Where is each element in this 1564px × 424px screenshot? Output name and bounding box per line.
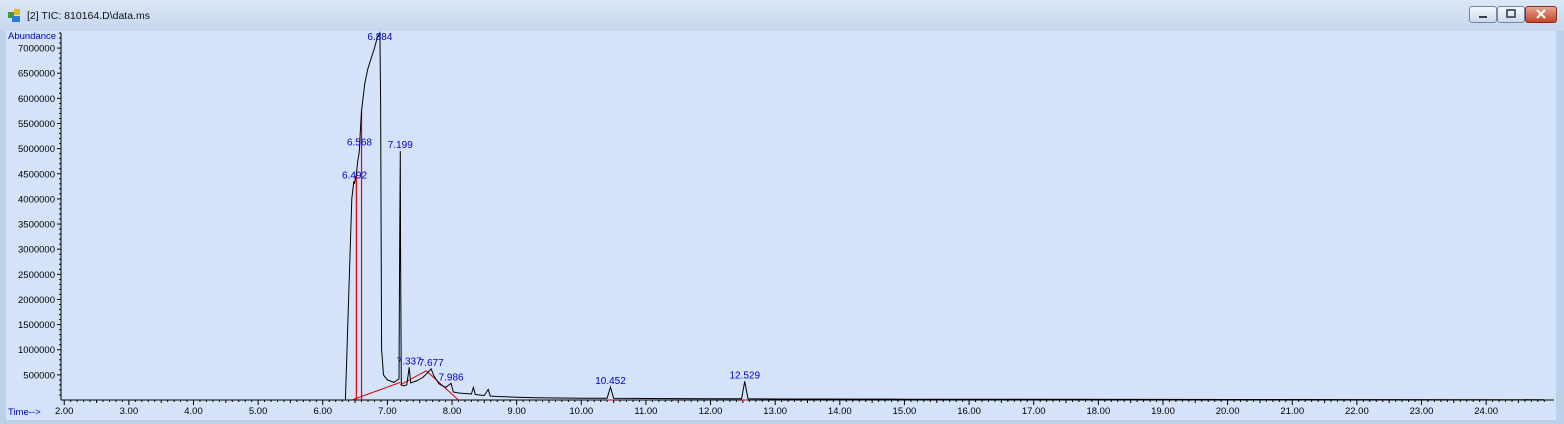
y-tick-label: 3000000: [18, 245, 55, 256]
x-tick-label: 7.00: [378, 406, 397, 417]
x-tick-label: 5.00: [249, 406, 268, 417]
axes: [60, 33, 1554, 401]
x-tick-label: 2.00: [55, 406, 74, 417]
baseline-segment: [351, 381, 401, 401]
y-tick-label: 6500000: [18, 69, 55, 80]
axis-ticks: 500000 1000000 1500000 2000000 2500000 300000…: [18, 32, 1545, 417]
maximize-button[interactable]: [1497, 6, 1525, 23]
x-tick-label: 24.00: [1474, 406, 1498, 417]
x-tick-label: 6.00: [314, 406, 333, 417]
x-tick-label: 4.00: [184, 406, 203, 417]
y-axis-label: Abundance: [8, 31, 56, 42]
y-tick-label: 2500000: [18, 270, 55, 281]
x-tick-label: 19.00: [1151, 406, 1175, 417]
peak-label: 7.677: [419, 358, 444, 369]
peak-label: 7.199: [388, 140, 413, 151]
minimize-button[interactable]: [1469, 6, 1497, 23]
x-axis-label: Time-->: [8, 407, 41, 418]
baseline-segment: [400, 370, 427, 386]
x-tick-label: 21.00: [1280, 406, 1304, 417]
close-button[interactable]: [1525, 6, 1557, 23]
x-tick-label: 10.00: [569, 406, 593, 417]
peak-label: 7.337: [397, 356, 422, 367]
x-tick-label: 3.00: [120, 406, 139, 417]
x-tick-label: 17.00: [1022, 406, 1046, 417]
y-tick-label: 5500000: [18, 119, 55, 130]
y-tick-label: 2000000: [18, 295, 55, 306]
y-tick-label: 7000000: [18, 44, 55, 55]
x-tick-label: 13.00: [763, 406, 787, 417]
integration-baselines: [351, 110, 748, 401]
peak-label: 6.568: [347, 138, 372, 149]
chromatogram-chart[interactable]: 500000 1000000 1500000 2000000 2500000 300000…: [6, 31, 1556, 420]
peak-label: 6.492: [342, 170, 367, 181]
x-tick-label: 15.00: [893, 406, 917, 417]
app-icon: [8, 9, 20, 22]
y-tick-label: 4500000: [18, 169, 55, 180]
tic-trace: [64, 31, 1545, 401]
plot-area[interactable]: 500000 1000000 1500000 2000000 2500000 300000…: [6, 31, 1556, 420]
peak-label: 10.452: [595, 376, 626, 387]
minimize-icon: [1479, 16, 1487, 18]
tic-line: [64, 31, 1545, 401]
y-tick-label: 1000000: [18, 345, 55, 356]
window-titlebar[interactable]: [2] TIC: 810164.D\data.ms: [0, 0, 1564, 31]
peak-label: 7.986: [439, 372, 464, 383]
y-tick-label: 3500000: [18, 220, 55, 231]
x-tick-label: 23.00: [1410, 406, 1434, 417]
x-tick-label: 22.00: [1345, 406, 1369, 417]
x-tick-label: 14.00: [828, 406, 852, 417]
x-tick-label: 16.00: [957, 406, 981, 417]
close-icon: [1536, 9, 1546, 19]
x-tick-label: 9.00: [507, 406, 526, 417]
x-tick-label: 12.00: [699, 406, 723, 417]
peak-label: 6.884: [367, 32, 392, 43]
y-tick-label: 4000000: [18, 194, 55, 205]
x-tick-label: 20.00: [1216, 406, 1240, 417]
y-tick-label: 1500000: [18, 320, 55, 331]
y-tick-label: 5000000: [18, 144, 55, 155]
x-tick-label: 11.00: [634, 406, 657, 417]
maximize-icon: [1506, 9, 1516, 18]
x-tick-label: 8.00: [443, 406, 462, 417]
y-tick-label: 500000: [23, 370, 55, 381]
x-tick-label: 18.00: [1086, 406, 1110, 417]
y-tick-label: 6000000: [18, 94, 55, 105]
window-title: [2] TIC: 810164.D\data.ms: [27, 10, 150, 22]
peak-label: 12.529: [729, 370, 760, 381]
